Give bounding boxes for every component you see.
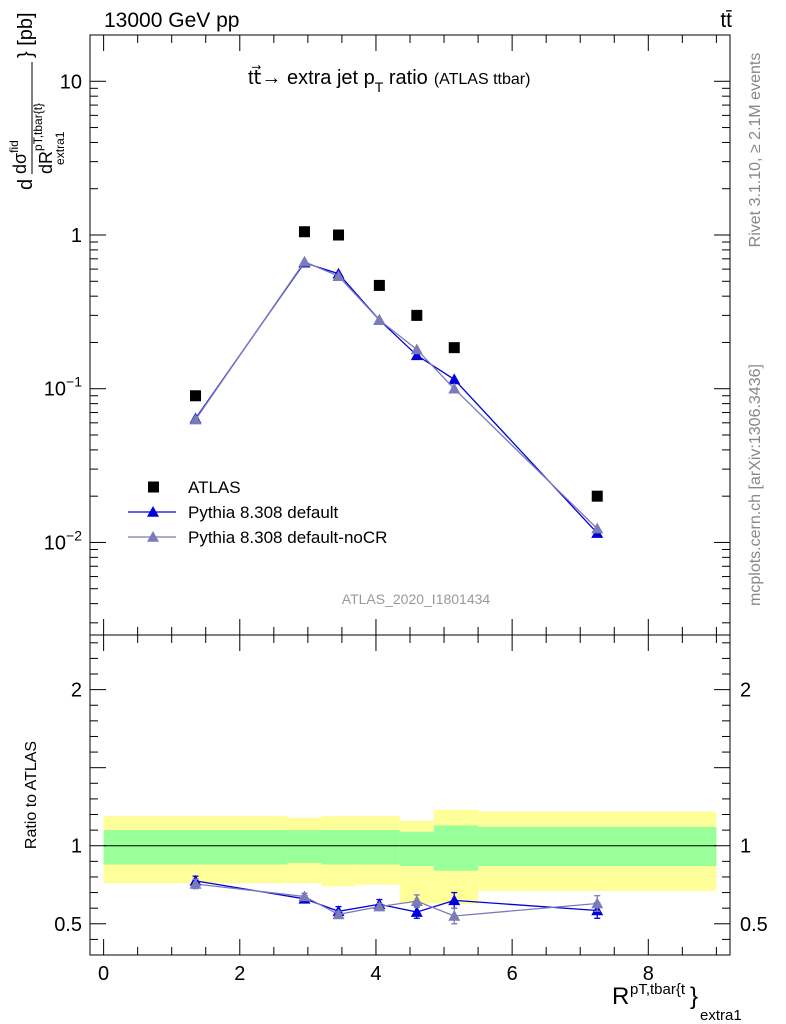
legend-label: Pythia 8.308 default <box>188 503 339 522</box>
ylabel-d: d <box>15 179 37 190</box>
series-1-point <box>448 373 461 385</box>
ratio-y-tick-label: 2 <box>71 680 82 702</box>
legend: ATLAS Pythia 8.308 default Pythia 8.308 de… <box>128 478 387 547</box>
ratio-series-1-point <box>189 877 202 889</box>
legend-label: Pythia 8.308 default-noCR <box>188 528 387 547</box>
ratio-series-1-point <box>448 909 461 921</box>
atlas-data-point <box>333 229 345 241</box>
header-right: tt̄ <box>720 9 732 32</box>
legend-marker-triangle <box>147 531 159 542</box>
atlas-data-point <box>373 279 385 291</box>
ratio-panel: 0.5 0.5 1 1 2 2 0 2 4 6 8 Ratio to ATLAS R pT,tba… <box>23 634 768 1024</box>
main-y-tick-label: 1 <box>71 225 82 247</box>
x-tick-label: 6 <box>507 963 518 985</box>
title-main: tt⃗→ extra jet p <box>248 64 375 89</box>
ratio-series-1-point <box>591 897 604 909</box>
series-2-point <box>373 313 386 325</box>
ylabel-num: dσfid <box>7 140 30 174</box>
title-small: (ATLAS ttbar) <box>434 71 531 88</box>
main-y-tick-label: 10 <box>60 71 82 93</box>
legend-label: ATLAS <box>188 478 241 497</box>
ratio-y-label: Ratio to ATLAS <box>23 741 40 849</box>
series-1-point <box>410 349 423 361</box>
xlabel-sub: extra1 <box>700 1007 742 1024</box>
ratio-y-tick-label-right: 0.5 <box>740 914 768 936</box>
main-y-tick-label: 10−1 <box>44 374 82 401</box>
ratio-y-tick-label: 1 <box>71 836 82 858</box>
x-tick-label: 4 <box>370 963 381 985</box>
title-after: ratio <box>383 67 427 89</box>
series-2-point <box>448 382 461 394</box>
ratio-band-green <box>321 830 356 865</box>
ratio-series-0-point <box>448 894 461 906</box>
ratio-series-1-point <box>373 900 386 912</box>
atlas-data-point <box>298 226 310 238</box>
ratio-y-tick-label-right: 2 <box>740 680 751 702</box>
xlabel-main: R <box>612 983 629 1010</box>
mcplots-label: mcplots.cern.ch [arXiv:1306.3436] <box>747 364 764 606</box>
ratio-band-green <box>103 830 288 865</box>
legend-marker-triangle <box>147 506 159 517</box>
main-frame <box>89 34 731 636</box>
ratio-frame <box>89 634 731 956</box>
x-tick-label: 0 <box>98 963 109 985</box>
x-tick-labels: 0 2 4 6 8 <box>98 963 654 985</box>
ratio-series-1-point <box>410 895 423 906</box>
ratio-bands <box>103 809 717 904</box>
main-y-tick-label: 10−2 <box>44 527 82 554</box>
xlabel-sup: pT,tbar{t <box>630 981 686 998</box>
ratio-y-tick-label: 0.5 <box>54 914 82 936</box>
legend-marker-atlas <box>148 481 159 493</box>
ratio-band-green <box>433 825 479 871</box>
y-axis-label: d dσfid dRpT,tbar{t} extra1 } [pb] <box>7 12 67 190</box>
ratio-y-tick-labels: 0.5 0.5 1 1 2 2 <box>54 680 768 936</box>
ratio-axis-ticks <box>90 635 730 955</box>
main-axis-ticks <box>90 34 730 635</box>
series-line-2 <box>194 260 598 530</box>
series-2-point <box>298 255 311 267</box>
xlabel-brace: } <box>690 983 698 1010</box>
series-2-point <box>332 270 345 281</box>
ratio-y-tick-label-right: 1 <box>740 836 751 858</box>
chart-title: tt⃗→ extra jet pT ratio (ATLAS ttbar) <box>248 64 530 95</box>
main-y-tick-labels: 10 1 10−1 10−2 <box>44 71 82 554</box>
x-tick-label: 8 <box>643 963 654 985</box>
atlas-data-point <box>591 490 603 502</box>
main-series-group <box>189 226 604 538</box>
main-panel: 10 1 10−1 10−2 tt⃗→ extra jet pT ratio (ATLA… <box>7 12 731 636</box>
header-left: 13000 GeV pp <box>104 9 239 32</box>
series-2-point <box>591 522 604 534</box>
atlas-data-point <box>448 342 460 354</box>
ratio-series-1-point <box>298 890 311 902</box>
ratio-band-green <box>287 830 322 863</box>
rivet-label: Rivet 3.1.10, ≥ 2.1M events <box>747 53 764 248</box>
x-tick-label: 2 <box>234 963 245 985</box>
ratio-series-0-point <box>410 906 423 917</box>
series-2-point <box>189 413 202 425</box>
series-line-1 <box>194 261 598 534</box>
ratio-band-green <box>478 827 717 867</box>
atlas-data-point <box>190 390 202 402</box>
atlas-data-point <box>411 309 423 321</box>
x-axis-label: R pT,tbar{t } extra1 <box>612 981 742 1024</box>
ratio-band-green <box>399 831 434 867</box>
ratio-band-green <box>355 830 400 865</box>
ylabel-den: dRpT,tbar{t} extra1 <box>31 103 67 174</box>
analysis-watermark: ATLAS_2020_I1801434 <box>342 591 491 607</box>
ratio-series-group <box>189 874 604 925</box>
ratio-series-1-point <box>332 908 345 920</box>
ylabel-unit: } [pb] <box>15 12 37 58</box>
series-2-point <box>410 343 423 355</box>
title-sub: T <box>375 79 384 95</box>
